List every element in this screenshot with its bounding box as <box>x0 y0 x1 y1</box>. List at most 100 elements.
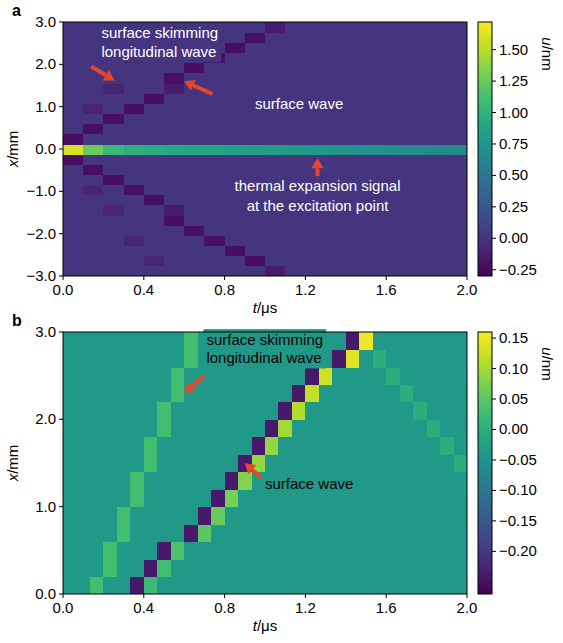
y-axis: −3.0−2.0−1.00.01.02.03.0x/mm <box>4 13 63 284</box>
heatmap-cell <box>326 113 347 124</box>
heatmap-cell <box>103 402 117 420</box>
heatmap-cell <box>76 542 90 560</box>
heatmap-cell <box>386 559 400 577</box>
heatmap-cell <box>144 205 165 216</box>
heatmap-cell <box>124 103 145 114</box>
heatmap-cell <box>144 489 158 507</box>
heatmap-cell <box>225 63 246 74</box>
heatmap-cell <box>225 454 239 472</box>
heatmap-cell <box>184 144 205 155</box>
heatmap-cell <box>103 472 117 490</box>
heatmap-cell <box>144 144 165 155</box>
heatmap-cell <box>346 332 360 350</box>
colorbar-tick <box>492 551 496 552</box>
heatmap-cell <box>144 103 165 114</box>
heatmap-cell <box>326 235 347 246</box>
heatmap-cell <box>265 63 286 74</box>
heatmap-cell <box>386 402 400 420</box>
heatmap-cell <box>144 402 158 420</box>
heatmap-cell <box>184 164 205 175</box>
heatmap-cell <box>326 154 347 165</box>
heatmap-cell <box>319 454 333 472</box>
heatmap-cell <box>204 195 225 206</box>
heatmap-cell <box>427 42 448 53</box>
annotation-text: thermal expansion signal <box>235 177 401 194</box>
annotation-arrows <box>91 66 323 176</box>
heatmap-cell <box>278 542 292 560</box>
heatmap-cell <box>413 437 427 455</box>
heatmap-cell <box>225 266 246 276</box>
heatmap-cell <box>103 559 117 577</box>
heatmap-cell <box>90 384 104 402</box>
heatmap-cell <box>63 454 77 472</box>
annotation-text: at the excitation point <box>247 197 390 214</box>
heatmap-cell <box>184 524 198 542</box>
heatmap-cell <box>440 507 454 525</box>
heatmap-cell <box>326 22 347 33</box>
heatmap-cell <box>454 472 467 490</box>
heatmap-cell <box>440 472 454 490</box>
heatmap-cell <box>346 63 367 74</box>
heatmap-cell <box>332 507 346 525</box>
heatmap-cell <box>386 507 400 525</box>
y-tick-label: 1.0 <box>35 98 56 115</box>
heatmap-cell <box>366 164 387 175</box>
heatmap-cell <box>427 332 441 350</box>
heatmap-cell <box>326 52 347 63</box>
heatmap-cell <box>265 367 279 385</box>
heatmap-cell <box>265 32 286 43</box>
heatmap-cell <box>157 454 171 472</box>
heatmap-cell <box>292 402 306 420</box>
heatmap-cell <box>252 542 266 560</box>
heatmap-cell <box>171 367 185 385</box>
heatmap-cell <box>359 367 373 385</box>
heatmap-cell <box>447 235 467 246</box>
colorbar-tick <box>492 269 496 270</box>
heatmap-cell <box>90 472 104 490</box>
heatmap-cell <box>454 577 467 594</box>
heatmap-cell <box>454 454 467 472</box>
heatmap <box>63 332 467 594</box>
heatmap-cell <box>103 63 124 74</box>
heatmap-cell <box>117 524 131 542</box>
heatmap-cell <box>332 524 346 542</box>
heatmap-cell <box>346 402 360 420</box>
x-tick <box>224 276 225 280</box>
heatmap-cell <box>440 332 454 350</box>
heatmap-cell <box>83 83 104 94</box>
figure: surface skimminglongitudinal wavesurface… <box>0 0 563 643</box>
heatmap-cell <box>285 32 306 43</box>
heatmap <box>63 22 467 276</box>
x-tick <box>63 276 64 280</box>
heatmap-cell <box>346 266 367 276</box>
heatmap-cell <box>83 103 104 114</box>
heatmap-cell <box>124 225 145 236</box>
heatmap-cell <box>400 472 414 490</box>
heatmap-cell <box>130 332 144 350</box>
heatmap-cell <box>198 402 212 420</box>
heatmap-cell <box>157 489 171 507</box>
heatmap-cell <box>204 225 225 236</box>
heatmap-cell <box>171 524 185 542</box>
heatmap-cell <box>124 235 145 246</box>
heatmap-cell <box>198 419 212 437</box>
heatmap-cell <box>117 402 131 420</box>
y-axis-title-unit: /mm <box>4 131 21 160</box>
y-tick <box>59 233 63 234</box>
colorbar-tick-label: −0.10 <box>499 481 537 498</box>
heatmap-cell <box>366 134 387 145</box>
heatmap-cell <box>359 559 373 577</box>
heatmap-cell <box>171 402 185 420</box>
heatmap-cell <box>171 384 185 402</box>
heatmap-cell <box>427 63 448 74</box>
heatmap-cell <box>211 524 225 542</box>
heatmap-cell <box>447 103 467 114</box>
heatmap-cell <box>198 437 212 455</box>
heatmap-cell <box>292 507 306 525</box>
y-tick-label: −3.0 <box>26 267 56 284</box>
heatmap-cell <box>366 52 387 63</box>
heatmap-cell <box>265 52 286 63</box>
heatmap-cell <box>157 559 171 577</box>
y-tick-label: 2.0 <box>35 55 56 72</box>
heatmap-cell <box>346 454 360 472</box>
